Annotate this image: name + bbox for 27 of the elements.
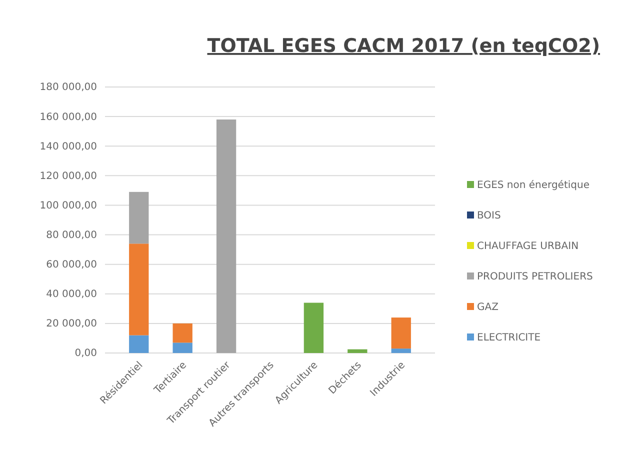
y-tick-label: 100 000,00 — [40, 200, 97, 212]
y-tick-label: 60 000,00 — [46, 260, 97, 271]
chart-title: TOTAL EGES CACM 2017 (en teqCO2) — [207, 35, 600, 57]
legend-label: ELECTRICITE — [477, 332, 541, 344]
legend-label: CHAUFFAGE URBAIN — [477, 241, 579, 252]
y-tick-label: 40 000,00 — [46, 289, 97, 300]
legend-label: BOIS — [477, 210, 501, 222]
bar — [129, 192, 149, 244]
bar — [172, 323, 192, 343]
bar — [129, 335, 149, 353]
bar — [216, 120, 236, 353]
bar — [391, 348, 411, 353]
legend-label: EGES non énergétique — [477, 180, 590, 191]
bar — [129, 244, 149, 336]
y-tick-label: 160 000,00 — [40, 112, 97, 123]
bar — [304, 302, 324, 353]
bar — [172, 342, 192, 353]
y-tick-label: 180 000,00 — [40, 82, 97, 94]
bar — [391, 318, 411, 349]
y-tick-label: 80 000,00 — [46, 230, 97, 241]
legend-label: GAZ — [477, 302, 499, 313]
y-tick-label: 20 000,00 — [46, 318, 97, 330]
y-tick-label: 0,00 — [74, 348, 97, 360]
legend-label: PRODUITS PETROLIERS — [477, 272, 593, 282]
y-tick-label: 120 000,00 — [40, 170, 97, 182]
y-tick-label: 140 000,00 — [40, 141, 97, 152]
bar — [348, 349, 368, 353]
